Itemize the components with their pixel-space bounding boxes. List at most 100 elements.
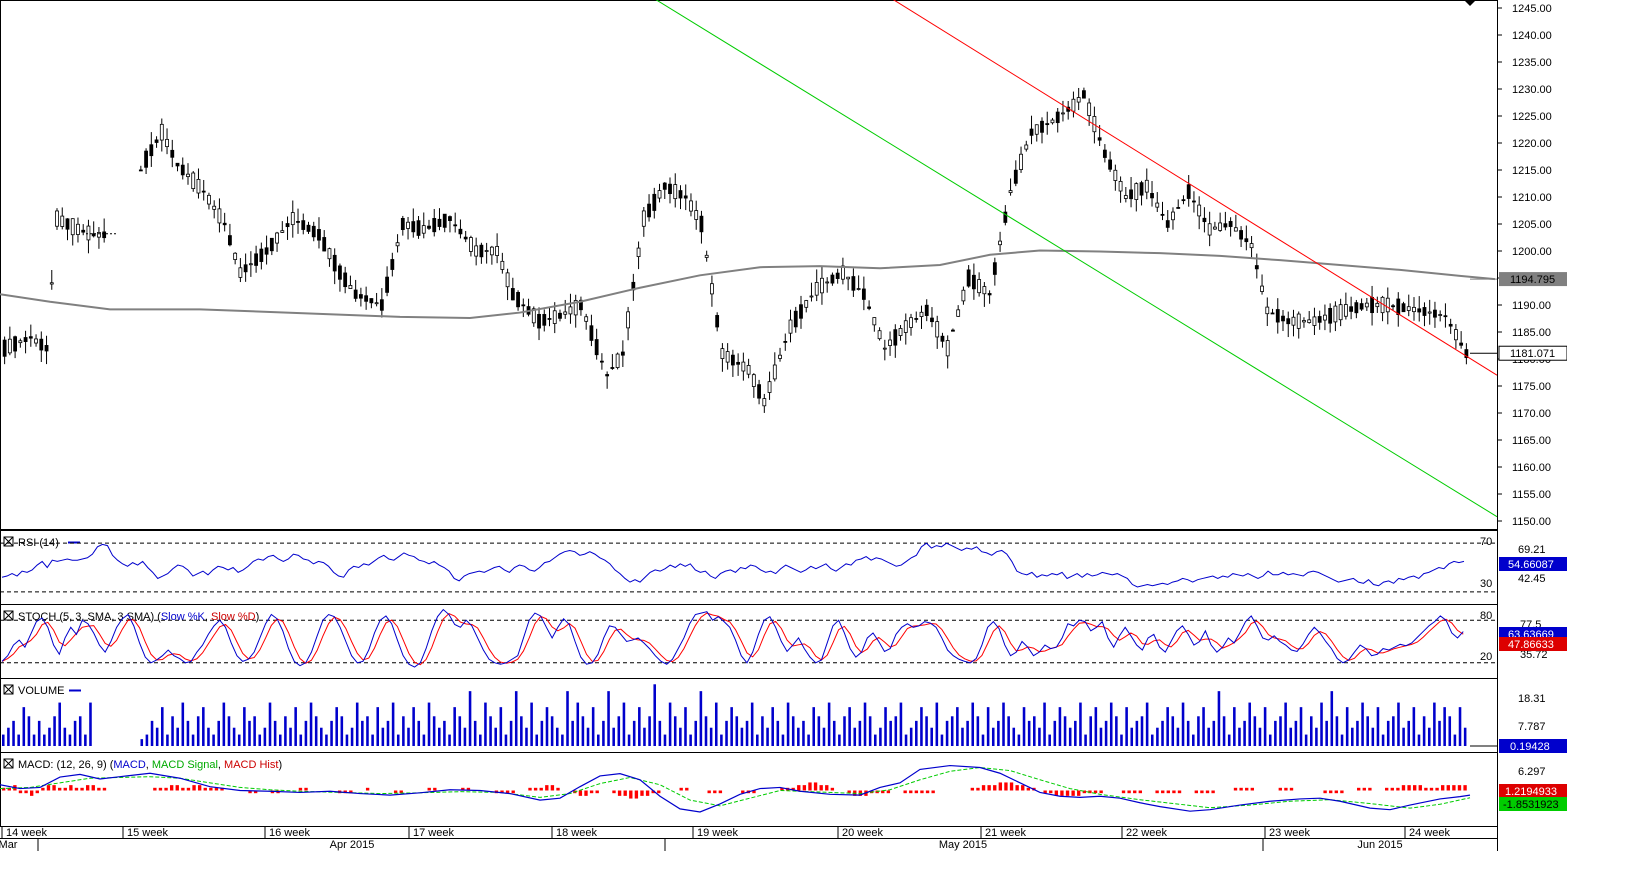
candle-body <box>1008 190 1013 194</box>
volume-bar <box>766 727 769 746</box>
macd-hist-bar <box>7 787 11 791</box>
candle-body <box>945 340 950 357</box>
rsi-current-box <box>1499 557 1567 571</box>
volume-bar <box>945 720 949 746</box>
candle-body <box>97 232 101 238</box>
candle-body <box>589 325 594 341</box>
volume-bar <box>1345 707 1349 746</box>
candle-body <box>537 313 541 329</box>
candle-body <box>379 299 384 311</box>
candle-body <box>364 295 369 302</box>
candle-body <box>930 317 934 323</box>
volume-bar <box>1145 702 1149 746</box>
volume-bar <box>597 734 600 746</box>
volume-bar <box>1279 716 1282 746</box>
macd-hist-bar <box>550 785 555 791</box>
candle-body <box>28 336 33 339</box>
candle-body <box>275 232 279 244</box>
candle-body <box>463 236 468 240</box>
candle-body <box>489 246 494 256</box>
candle-body <box>1412 306 1416 313</box>
macd-hist-bar <box>248 790 252 794</box>
candle-body <box>935 321 940 338</box>
volume-bar <box>396 734 400 746</box>
candle-body <box>500 260 505 270</box>
candle-body <box>893 329 898 346</box>
rsi-current-value: 54.66087 <box>1508 559 1554 571</box>
candle-body <box>584 316 589 322</box>
candle-body <box>474 245 479 257</box>
candle-body <box>563 311 568 315</box>
candle-body <box>453 224 458 227</box>
macd-hist-bar <box>1401 785 1406 791</box>
macd-hist-bar <box>825 785 829 791</box>
macd-hist-bar <box>1245 787 1249 791</box>
volume-bar <box>1412 707 1416 746</box>
macd-hist-bar <box>998 782 1003 791</box>
macd-hist-bar <box>533 787 538 791</box>
volume-bar <box>232 727 236 746</box>
price-tick-label: 1175.00 <box>1512 381 1551 393</box>
volume-bar <box>622 702 626 746</box>
macd-hist-bar <box>1205 790 1210 794</box>
macd-hist-bar <box>52 785 56 791</box>
macd-hist-bar <box>556 787 560 791</box>
macd-hist-bar <box>679 787 683 791</box>
candle-body <box>248 263 253 266</box>
volume-bar <box>658 720 662 746</box>
macd-hist-bar <box>1441 785 1445 791</box>
volume-bar <box>940 734 944 746</box>
volume-bar <box>991 727 995 746</box>
candle-body <box>547 318 552 320</box>
candle-body <box>1265 306 1270 315</box>
macd-hist-bar <box>780 787 784 791</box>
volume-bar <box>1222 716 1226 746</box>
volume-bar <box>217 720 220 746</box>
volume-bar <box>1027 720 1031 746</box>
candle-body <box>956 309 961 317</box>
volume-bar <box>273 720 277 746</box>
macd-hist-bar <box>813 782 818 791</box>
candle-body <box>835 272 840 279</box>
candle-body <box>626 311 630 329</box>
volume-bar <box>1335 716 1339 746</box>
macd-hist-bar <box>713 790 717 794</box>
week-label: 16 week <box>269 827 310 839</box>
volume-bar <box>299 734 303 746</box>
candle-body <box>1317 316 1322 323</box>
volume-bar <box>858 720 862 746</box>
volume-bar <box>756 734 759 746</box>
volume-bar <box>571 720 574 746</box>
candle-body <box>1254 265 1259 270</box>
volume-bar <box>1227 734 1231 746</box>
macd-hist-bar <box>1278 787 1282 791</box>
volume-bar <box>1407 720 1411 746</box>
volume-bar <box>422 734 426 746</box>
candle-body <box>521 304 526 307</box>
week-label: 20 week <box>842 827 883 839</box>
volume-bar <box>320 727 323 746</box>
volume-bar <box>437 727 441 746</box>
macd-hist-bar <box>791 787 795 791</box>
candle-body <box>416 220 421 236</box>
volume-bar <box>899 702 903 746</box>
scroll-marker-icon[interactable] <box>1464 0 1476 6</box>
candle-body <box>793 310 798 328</box>
volume-bar <box>617 716 621 746</box>
candle-body <box>694 210 699 220</box>
volume-bar <box>838 734 841 746</box>
volume-bar <box>2 734 5 746</box>
candle-body <box>872 317 877 326</box>
volume-bar <box>1289 727 1293 746</box>
macd-hist-bar <box>1413 785 1417 791</box>
candle-body <box>1150 193 1154 199</box>
macd-hist-bar <box>209 787 213 791</box>
volume-bar <box>1022 707 1026 746</box>
macd-hist-bar <box>399 790 403 794</box>
candle-body <box>636 247 641 258</box>
candle-body <box>552 310 557 324</box>
volume-bar <box>966 720 969 746</box>
macd-line <box>0 764 1471 813</box>
macd-hist-bar <box>505 790 510 794</box>
volume-bar <box>1217 691 1221 746</box>
